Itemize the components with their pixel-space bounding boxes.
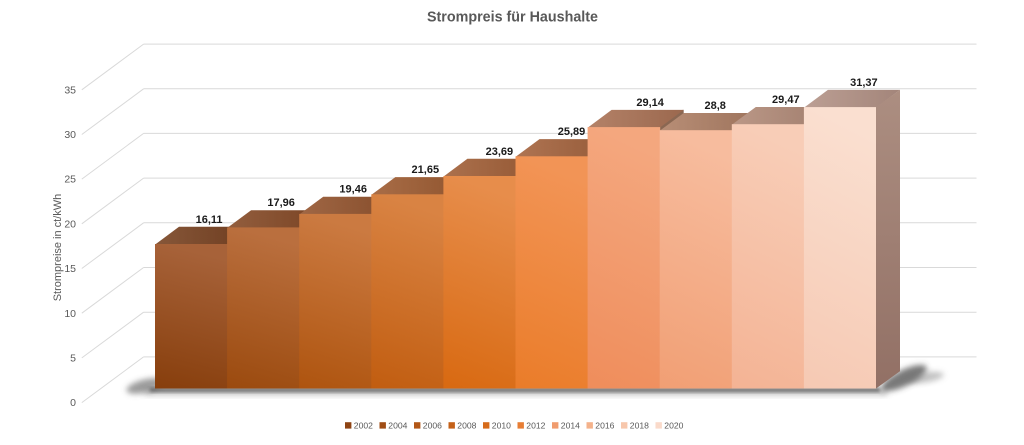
svg-text:29,14: 29,14 <box>636 97 664 109</box>
svg-text:20: 20 <box>64 218 76 230</box>
svg-text:29,47: 29,47 <box>772 94 800 106</box>
svg-text:2016: 2016 <box>595 420 614 430</box>
svg-text:Strompreise in ct/kWh: Strompreise in ct/kWh <box>52 194 64 302</box>
svg-text:21,65: 21,65 <box>412 164 440 176</box>
svg-text:Strompreis für Haushalte: Strompreis für Haushalte <box>427 9 598 26</box>
svg-text:25: 25 <box>64 174 76 186</box>
svg-text:2012: 2012 <box>526 420 545 430</box>
svg-text:17,96: 17,96 <box>267 197 295 209</box>
svg-text:2014: 2014 <box>561 420 580 430</box>
svg-text:35: 35 <box>64 84 76 96</box>
svg-text:2006: 2006 <box>423 420 442 430</box>
svg-text:16,11: 16,11 <box>196 214 223 226</box>
svg-text:2020: 2020 <box>664 420 683 430</box>
svg-text:19,46: 19,46 <box>339 184 367 196</box>
svg-text:2008: 2008 <box>457 420 476 430</box>
svg-text:10: 10 <box>64 308 76 320</box>
svg-text:15: 15 <box>64 263 76 275</box>
svg-text:0: 0 <box>70 397 76 409</box>
svg-text:25,89: 25,89 <box>558 126 586 138</box>
svg-text:5: 5 <box>70 353 76 365</box>
svg-text:2004: 2004 <box>388 420 407 430</box>
svg-text:23,69: 23,69 <box>486 146 514 158</box>
svg-text:28,8: 28,8 <box>704 100 725 112</box>
svg-text:2010: 2010 <box>492 420 511 430</box>
svg-text:31,37: 31,37 <box>850 77 878 89</box>
svg-text:2002: 2002 <box>354 420 373 430</box>
svg-text:2018: 2018 <box>630 420 649 430</box>
svg-text:30: 30 <box>64 129 76 141</box>
